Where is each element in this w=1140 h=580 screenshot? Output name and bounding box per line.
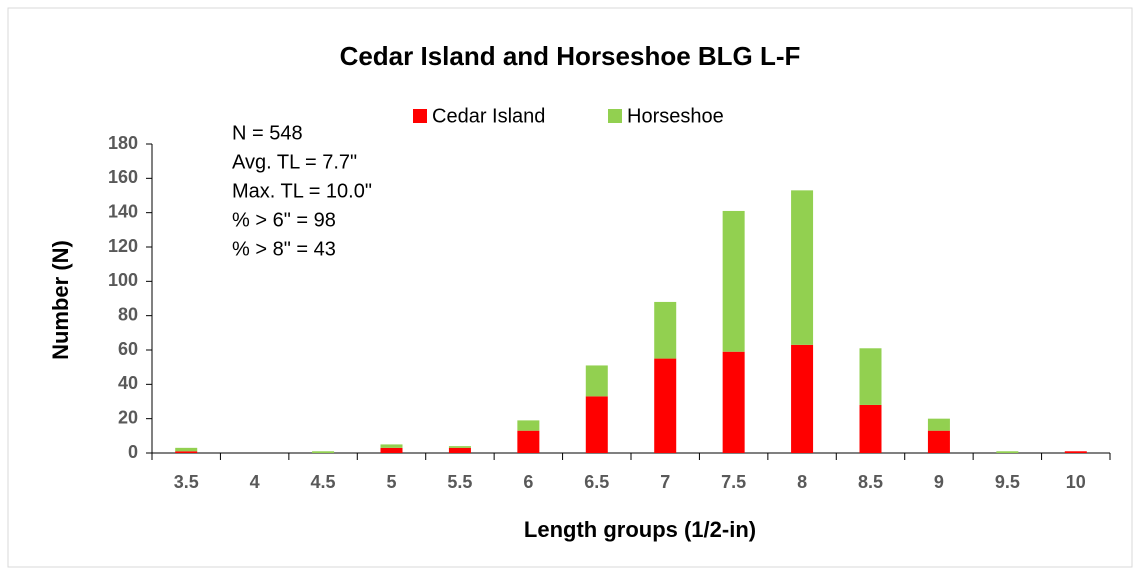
x-tick-label: 6.5 <box>584 472 609 492</box>
bar-segment <box>996 451 1019 453</box>
y-axis-title: Number (N) <box>48 240 73 360</box>
x-tick-label: 3.5 <box>174 472 199 492</box>
bar-segment <box>927 418 950 431</box>
legend-swatch <box>608 109 622 123</box>
x-axis-title: Length groups (1/2-in) <box>524 517 756 542</box>
legend-swatch <box>413 109 427 123</box>
bar-segment <box>448 446 471 448</box>
bar-segment <box>654 358 677 453</box>
x-tick-label: 7 <box>660 472 670 492</box>
legend-label: Cedar Island <box>432 105 545 127</box>
bar-segment <box>654 301 677 359</box>
bar-segment <box>175 447 198 452</box>
chart-title: Cedar Island and Horseshoe BLG L-F <box>340 41 801 71</box>
bar-segment <box>791 190 814 345</box>
annotation: % > 6" = 98 <box>232 209 336 231</box>
x-tick-label: 8 <box>797 472 807 492</box>
bar-segment <box>1064 451 1087 453</box>
y-tick-label: 180 <box>108 133 138 153</box>
x-tick-label: 4.5 <box>311 472 336 492</box>
x-tick-label: 9 <box>934 472 944 492</box>
bar-segment <box>585 365 608 397</box>
bar-segment <box>448 447 471 453</box>
x-tick-label: 7.5 <box>721 472 746 492</box>
y-tick-label: 0 <box>128 442 138 462</box>
bar-segment <box>380 447 403 453</box>
annotation: Max. TL = 10.0" <box>232 180 372 202</box>
y-tick-label: 120 <box>108 236 138 256</box>
annotation: N = 548 <box>232 122 303 144</box>
bar-segment <box>791 344 814 453</box>
bar-segment <box>859 348 882 405</box>
x-tick-label: 10 <box>1066 472 1086 492</box>
x-tick-label: 5 <box>386 472 396 492</box>
chart-border <box>7 7 1133 568</box>
bar-segment <box>927 430 950 453</box>
bar-segment <box>585 396 608 453</box>
x-tick-label: 4 <box>250 472 260 492</box>
bar-segment <box>312 451 335 453</box>
bar-segment <box>517 420 540 431</box>
bar-segment <box>722 210 745 352</box>
y-tick-label: 60 <box>118 339 138 359</box>
annotation: % > 8" = 43 <box>232 238 336 260</box>
y-tick-label: 100 <box>108 270 138 290</box>
x-tick-label: 9.5 <box>995 472 1020 492</box>
x-tick-label: 5.5 <box>447 472 472 492</box>
x-tick-label: 6 <box>523 472 533 492</box>
bar-segment <box>517 430 540 453</box>
bar-segment <box>175 451 198 453</box>
bar-segment <box>859 404 882 453</box>
y-tick-label: 140 <box>108 201 138 221</box>
y-tick-label: 80 <box>118 304 138 324</box>
y-tick-label: 40 <box>118 373 138 393</box>
x-tick-label: 8.5 <box>858 472 883 492</box>
y-tick-label: 160 <box>108 167 138 187</box>
y-tick-label: 20 <box>118 407 138 427</box>
legend-label: Horseshoe <box>627 105 724 127</box>
bar-segment <box>722 351 745 453</box>
bar-segment <box>380 444 403 448</box>
annotation: Avg. TL = 7.7" <box>232 151 357 173</box>
